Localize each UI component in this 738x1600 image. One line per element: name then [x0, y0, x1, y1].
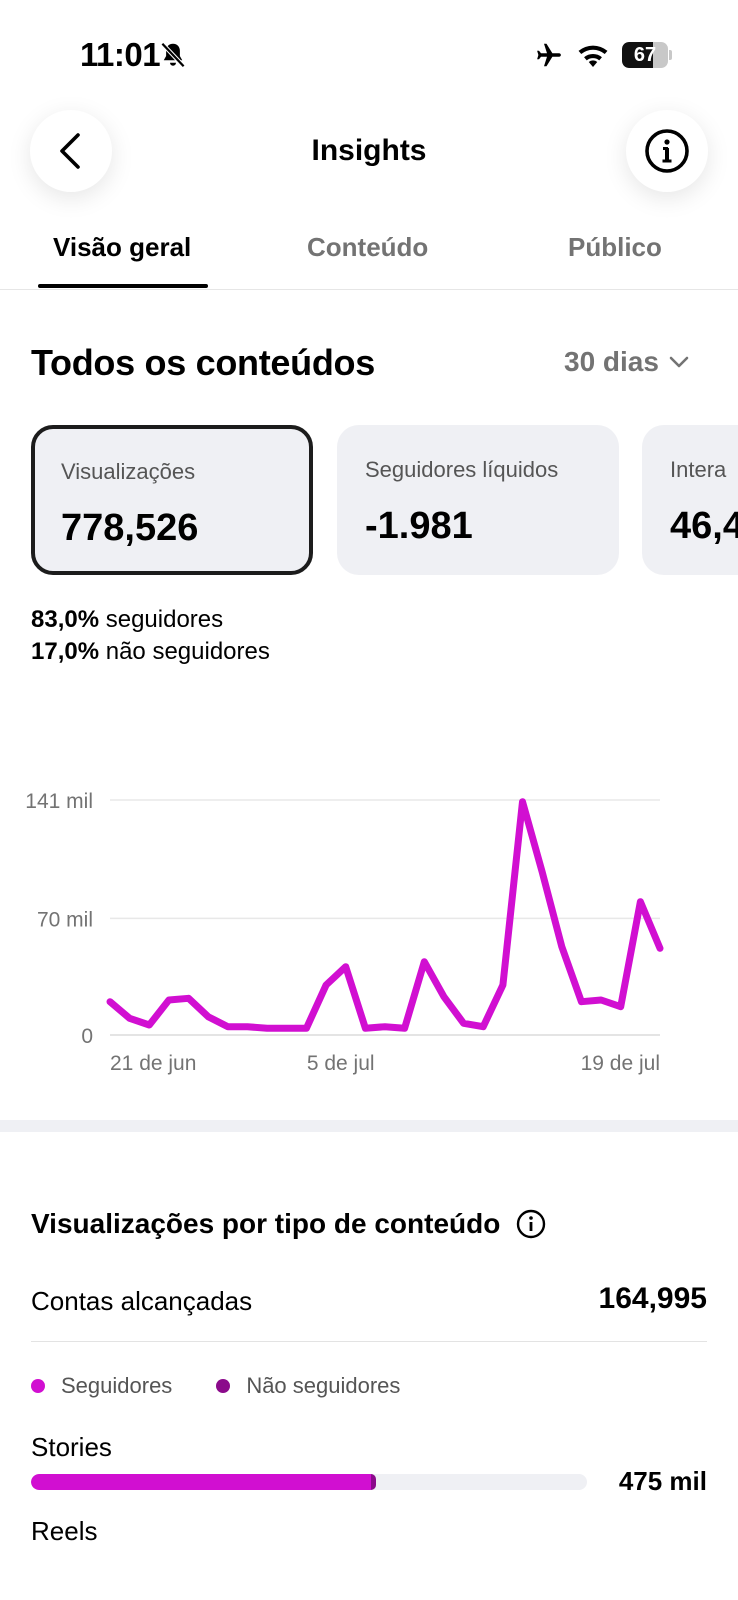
views-line-chart: 141 mil 70 mil 0 21 de jun 5 de jul 19 de jul [25, 790, 664, 1075]
metric-card-net-followers[interactable]: Seguidores líquidos -1.981 [337, 425, 619, 575]
battery-indicator: 67 [622, 42, 672, 68]
metric-value: 778,526 [61, 507, 199, 549]
chevron-down-icon [669, 356, 689, 368]
stories-value: 475 mil [618, 1466, 707, 1496]
series-line [106, 798, 664, 1032]
period-dropdown[interactable]: 30 dias [564, 346, 689, 378]
content-type-title-text: Visualizações por tipo de conteúdo [31, 1208, 501, 1239]
section-divider [0, 1120, 738, 1132]
battery-level: 67 [633, 44, 657, 66]
legend-dot [216, 1379, 231, 1393]
content-type-reels-label: Reels [31, 1516, 98, 1546]
metric-value: -1.981 [365, 505, 473, 547]
metric-card-views[interactable]: Visualizações 778,526 [31, 425, 313, 575]
stories-bar-followers [31, 1474, 371, 1490]
metric-card-interactions[interactable]: Intera 46,4 [642, 425, 738, 575]
legend-dot [31, 1379, 45, 1393]
metric-value: 46,4 [670, 505, 738, 547]
ratio-label: não seguidores [105, 638, 270, 665]
y-tick-label: 0 [81, 1025, 93, 1048]
metric-label: Intera [670, 457, 727, 482]
info-icon [645, 129, 689, 173]
ratio-value: 83,0% [31, 606, 100, 633]
y-tick-label: 70 mil [37, 908, 93, 931]
ratio-value: 17,0% [31, 638, 100, 665]
legend-item-non-followers: Não seguidores [216, 1373, 400, 1399]
status-time: 11:01 [80, 36, 161, 73]
tab-audience[interactable]: Público [568, 232, 662, 262]
battery-fill [622, 42, 653, 68]
accounts-reached-value: 164,995 [598, 1282, 707, 1315]
y-tick-label: 141 mil [25, 790, 93, 813]
legend-label: Não seguidores [246, 1373, 401, 1398]
x-tick-label: 19 de jul [581, 1052, 660, 1075]
legend-label: Seguidores [61, 1373, 173, 1398]
tab-content[interactable]: Conteúdo [307, 232, 429, 262]
info-icon[interactable] [516, 1209, 546, 1239]
tab-overview[interactable]: Visão geral [53, 232, 192, 262]
status-bar: 11:01 67 [0, 0, 738, 100]
legend-item-followers: Seguidores [31, 1373, 172, 1399]
x-tick-label: 5 de jul [307, 1052, 375, 1075]
ratio-label: seguidores [105, 606, 224, 633]
chart-legend: Seguidores Não seguidores [31, 1373, 400, 1399]
x-tick-label: 21 de jun [110, 1052, 196, 1075]
metric-label: Visualizações [61, 459, 196, 484]
bell-off-icon [160, 42, 186, 68]
nav-header: Insights [0, 100, 738, 210]
metric-label: Seguidores líquidos [365, 457, 559, 482]
stories-bar[interactable] [31, 1474, 587, 1490]
accounts-reached-row: Contas alcançadas 164,995 [31, 1282, 707, 1342]
content-type-title: Visualizações por tipo de conteúdo [31, 1208, 546, 1240]
accounts-reached-label: Contas alcançadas [31, 1286, 253, 1316]
page-title: Insights [311, 134, 427, 167]
section-title: Todos os conteúdos [31, 342, 375, 383]
non-followers-ratio: 17,0% não seguidores [31, 638, 270, 666]
stories-bar-non-followers [370, 1474, 376, 1490]
followers-ratio: 83,0% seguidores [31, 606, 223, 634]
tab-bar: Visão geral Conteúdo Público [0, 218, 738, 290]
chevron-left-icon [60, 133, 80, 169]
wifi-icon [578, 45, 608, 68]
tab-active-indicator [38, 284, 208, 288]
content-type-stories-label: Stories [31, 1432, 112, 1462]
back-button[interactable] [30, 110, 112, 192]
airplane-icon [537, 43, 561, 67]
period-label: 30 dias [564, 346, 659, 377]
info-button[interactable] [626, 110, 708, 192]
